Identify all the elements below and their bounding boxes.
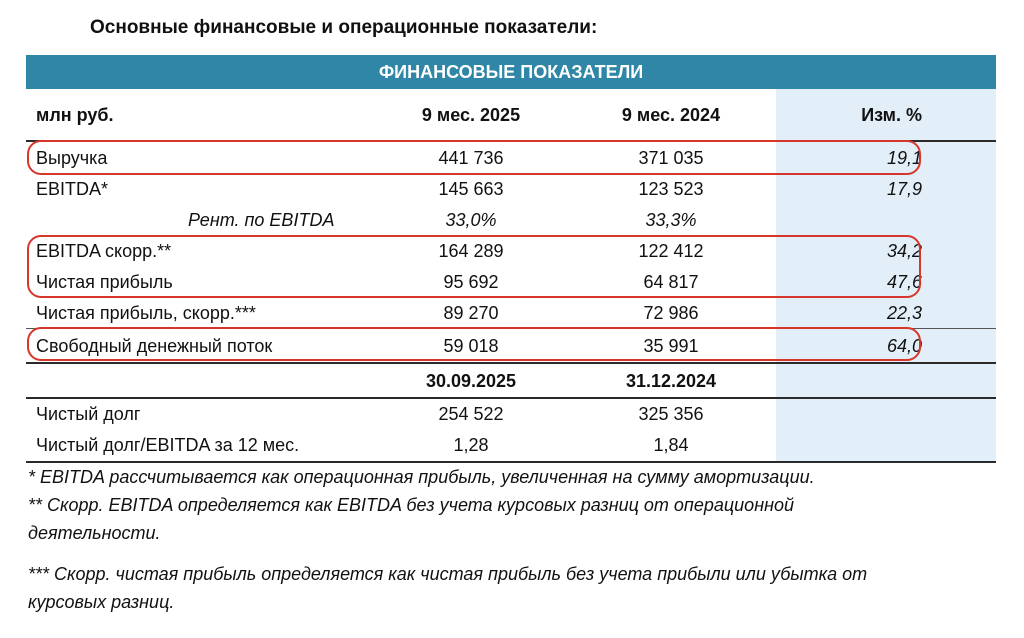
footnote-3-continued: курсовых разниц. <box>28 592 175 612</box>
table-header: ФИНАНСОВЫЕ ПОКАЗАТЕЛИ <box>26 55 996 89</box>
table-row: Чистая прибыль, скорр.*** 89 270 72 986 … <box>26 298 996 328</box>
row-label: EBITDA* <box>36 179 109 199</box>
row-label: Чистый долг <box>36 404 141 424</box>
row-value-period-1: 95 692 <box>443 272 499 292</box>
row-value-date-1: 254 522 <box>438 404 504 424</box>
row-value-period-1: 89 270 <box>443 303 499 323</box>
highlight-frame-fcf <box>27 327 921 361</box>
balance-divider <box>26 397 996 399</box>
table-row: Чистый долг 254 522 325 356 <box>26 399 996 429</box>
row-value-period-1: 145 663 <box>438 179 504 199</box>
balance-header-row: 30.09.2025 31.12.2024 <box>26 366 996 396</box>
row-value-period-1: 33,0% <box>445 210 497 230</box>
highlight-frame-ebitda-profit <box>27 235 921 298</box>
row-value-date-2: 325 356 <box>638 404 704 424</box>
column-header-units: млн руб. <box>36 105 114 125</box>
row-value-date-2: 1,84 <box>653 435 689 455</box>
footnote-2-continued: деятельности. <box>28 523 161 543</box>
column-header-period-2: 9 мес. 2024 <box>621 105 721 125</box>
column-header-row: млн руб. 9 мес. 2025 9 мес. 2024 Изм. % <box>26 100 996 130</box>
row-value-period-2: 33,3% <box>645 210 697 230</box>
highlight-frame-revenue <box>27 140 921 175</box>
financial-table: ФИНАНСОВЫЕ ПОКАЗАТЕЛИ млн руб. 9 мес. 20… <box>26 55 996 463</box>
balance-date-2: 31.12.2024 <box>625 371 717 391</box>
row-value-period-2: 64 817 <box>643 272 699 292</box>
table-bottom-border <box>26 461 996 463</box>
footnote-2: ** Скорр. EBITDA определяется как EBITDA… <box>28 495 795 515</box>
row-value-date-1: 1,28 <box>453 435 489 455</box>
row-value-period-1: 59 018 <box>443 336 499 356</box>
table-row: EBITDA скорр.** 164 289 122 412 34,2 <box>26 236 996 266</box>
row-value-period-2: 123 523 <box>638 179 704 199</box>
row-label: Чистый долг/EBITDA за 12 мес. <box>36 435 300 455</box>
row-change: 17,9 <box>886 179 922 199</box>
table-row: EBITDA* 145 663 123 523 17,9 <box>26 174 996 204</box>
page-title: Основные финансовые и операционные показ… <box>90 17 598 38</box>
row-label: Рент. по EBITDA <box>188 210 335 230</box>
change-column-background <box>776 89 996 462</box>
row-value-period-2: 371 035 <box>638 148 704 168</box>
row-label: EBITDA скорр.** <box>36 241 172 261</box>
section-divider <box>26 362 996 364</box>
footnote-3: *** Скорр. чистая прибыль определяется к… <box>28 564 868 584</box>
row-value-period-2: 72 986 <box>643 303 699 323</box>
row-value-period-1: 441 736 <box>438 148 504 168</box>
row-value-period-2: 35 991 <box>643 336 699 356</box>
row-value-period-1: 164 289 <box>438 241 504 261</box>
balance-date-1: 30.09.2025 <box>425 371 517 391</box>
row-label: Чистая прибыль, скорр.*** <box>36 303 256 323</box>
row-change: 22,3 <box>886 303 922 323</box>
table-row: Чистый долг/EBITDA за 12 мес. 1,28 1,84 <box>26 430 996 460</box>
footnote-1: * EBITDA рассчитывается как операционная… <box>28 467 815 487</box>
table-row: Рент. по EBITDA 33,0% 33,3% <box>26 205 996 235</box>
row-label: Свободный денежный поток <box>36 336 273 356</box>
row-value-period-2: 122 412 <box>638 241 704 261</box>
column-header-period-1: 9 мес. 2025 <box>421 105 521 125</box>
row-label: Выручка <box>36 148 108 168</box>
row-label: Чистая прибыль <box>36 272 173 292</box>
column-header-change: Изм. % <box>861 105 922 125</box>
